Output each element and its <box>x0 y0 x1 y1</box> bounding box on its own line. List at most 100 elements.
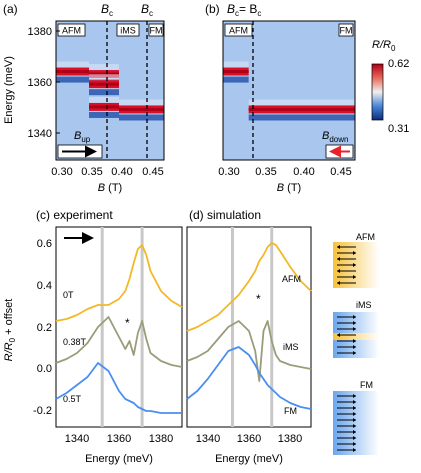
spin-label-fm: FM <box>360 380 373 390</box>
bc-label-a-2: Bc <box>141 2 153 18</box>
x-tick-label-b-035: 0.35 <box>255 166 276 178</box>
heatmap-b: AFM FM Bdown <box>222 20 356 161</box>
colorbar-max-label: 0.62 <box>388 58 409 70</box>
label-afm-d: AFM <box>282 274 301 284</box>
spin-arrowhead-icon <box>337 281 340 285</box>
heatmap-b-bands <box>223 61 355 121</box>
x-axis-c: 1340 1360 1380 Energy (meV) <box>65 433 173 465</box>
phase-label-b-fm: FM <box>340 26 353 36</box>
plot-c: 0T 0.38T 0.5T * <box>55 226 183 428</box>
phase-label-a-fm-box <box>148 23 164 37</box>
x-tick-label-b-030: 0.30 <box>218 166 239 178</box>
series-line-iMS <box>186 320 312 382</box>
x-tick-label-d-1380: 1380 <box>278 433 302 445</box>
colorbar-min-label: 0.31 <box>388 123 409 135</box>
spin-arrowhead-icon <box>337 257 340 261</box>
spin-label-ims: iMS <box>356 300 372 310</box>
spin-arrowhead-icon <box>353 406 356 410</box>
heatmap-resonance-core-0 <box>223 70 249 74</box>
spin-arrowhead-icon <box>353 251 356 255</box>
spin-diagram-ims: iMS <box>333 300 379 358</box>
y-tick-label-06: 0.6 <box>37 238 52 250</box>
phase-label-a-fm: FM <box>150 26 163 36</box>
x-axis-label-a: B (T) <box>98 182 122 194</box>
heatmap-dip-1 <box>248 114 355 121</box>
phase-label-a-afm-box <box>57 23 86 37</box>
spin-arrowhead-icon <box>353 394 356 398</box>
spin-arrowhead-icon <box>353 351 356 355</box>
panel-b-label: (b) <box>205 2 220 16</box>
spin-arrowhead-icon <box>353 442 356 446</box>
star-c: * <box>125 316 130 330</box>
heatmap-b-frame <box>222 20 356 161</box>
phase-label-a-ims-box <box>116 23 140 37</box>
y-tick-label-1360: 1360 <box>28 77 52 89</box>
plot-d: AFM iMS FM * <box>186 226 312 428</box>
x-tick-label-d-1360: 1360 <box>237 433 261 445</box>
y-axis-c: 0.6 0.4 0.2 0.0 -0.2 R/R0 + offset <box>3 238 52 417</box>
spin-arrowhead-icon <box>353 436 356 440</box>
spin-arrowhead-icon <box>353 418 356 422</box>
series-line-05T <box>55 362 182 414</box>
x-axis-a: 0.30 0.35 0.40 0.45 B (T) <box>51 166 163 194</box>
heatmap-dip-3 <box>89 111 119 118</box>
spin-arrowhead-icon <box>353 263 356 267</box>
label-fm-d: FM <box>284 406 297 416</box>
x-axis-d: 1340 1360 1380 Energy (meV) <box>196 433 302 465</box>
bdown-label: Bdown <box>322 130 348 144</box>
x-tick-label-a-030: 0.30 <box>51 166 72 178</box>
x-tick-label-d-1340: 1340 <box>196 433 220 445</box>
x-tick-label-c-1380: 1380 <box>149 433 173 445</box>
spin-arrowhead-icon <box>337 333 340 337</box>
spin-diagram-fm: FM <box>333 380 379 455</box>
spin-arrowhead-icon <box>353 327 356 331</box>
y-tick-label-04: 0.4 <box>37 280 52 292</box>
series-line-AFM <box>186 242 312 332</box>
spins-ims <box>337 315 356 355</box>
heatmap-dip-0 <box>56 76 89 83</box>
label-0T: 0T <box>63 290 74 300</box>
y-tick-label-m02: -0.2 <box>33 405 52 417</box>
colorbar: R/R0 0.62 0.31 <box>371 39 409 135</box>
spin-arrowhead-icon <box>353 430 356 434</box>
x-axis-label-b: B (T) <box>277 182 301 194</box>
star-d: * <box>256 292 261 306</box>
phase-label-b-afm-box <box>224 23 253 37</box>
spin-arrowhead-icon <box>353 448 356 452</box>
y-axis-label-top: Energy (meV) <box>3 56 15 124</box>
series-line-0T <box>55 244 183 322</box>
y-axis-a: 1380 1360 1340 Energy (meV) <box>3 26 60 140</box>
x-tick-label-c-1360: 1360 <box>107 433 131 445</box>
heatmap-a-frame <box>55 20 165 161</box>
heatmap-resonance-core-1 <box>89 72 119 76</box>
y-tick-label-02: 0.2 <box>37 322 52 334</box>
series-line-FM <box>186 346 312 410</box>
spins-afm <box>337 245 356 285</box>
spin-arrowhead-icon <box>353 315 356 319</box>
bc-label-b: Bc= Bc <box>227 2 261 18</box>
phase-label-a-afm: AFM <box>62 26 81 36</box>
spin-arrowhead-icon <box>337 245 340 249</box>
phase-label-a-ims: iMS <box>120 26 136 36</box>
spin-arrowhead-icon <box>353 275 356 279</box>
y-tick-label-1380: 1380 <box>28 26 52 38</box>
x-tick-label-a-045: 0.45 <box>142 166 163 178</box>
panel-d-label: (d) simulation <box>189 208 261 222</box>
plot-d-content <box>186 227 312 427</box>
spin-arrowhead-icon <box>353 339 356 343</box>
plot-c-frame <box>55 226 183 428</box>
bup-label: Bup <box>74 130 91 144</box>
heatmap-resonance-core-1 <box>248 107 355 111</box>
x-tick-label-c-1340: 1340 <box>65 433 89 445</box>
panel-a-label: (a) <box>3 2 18 16</box>
spin-arrowhead-icon <box>353 424 356 428</box>
spin-label-afm: AFM <box>356 232 375 242</box>
spin-arrowhead-icon <box>353 412 356 416</box>
phase-label-b-fm-box <box>338 23 354 37</box>
bc-label-a-1: Bc <box>101 2 113 18</box>
spins-fm <box>337 394 356 452</box>
heatmap-dip-2 <box>89 89 119 96</box>
spin-diagram-afm: AFM <box>333 232 379 288</box>
label-038T: 0.38T <box>63 337 87 347</box>
